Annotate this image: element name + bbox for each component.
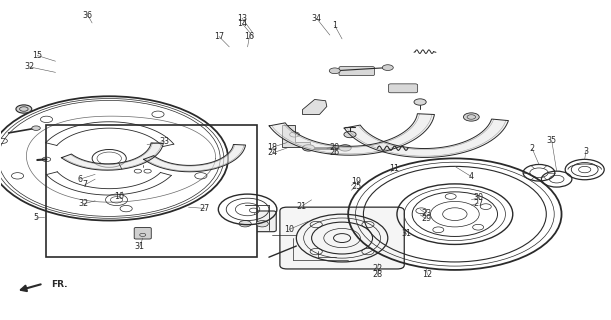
Text: 18: 18: [268, 143, 277, 152]
Text: 20: 20: [330, 143, 340, 152]
Text: 29: 29: [421, 214, 431, 223]
Circle shape: [463, 113, 479, 121]
FancyBboxPatch shape: [134, 228, 152, 239]
Text: 25: 25: [351, 182, 361, 191]
Text: 7: 7: [82, 180, 87, 189]
Polygon shape: [144, 144, 246, 172]
Polygon shape: [62, 143, 163, 170]
Text: 5: 5: [34, 213, 38, 222]
Circle shape: [32, 126, 40, 130]
Polygon shape: [269, 114, 434, 155]
Text: 10: 10: [284, 225, 294, 234]
Text: 4: 4: [469, 172, 474, 181]
Text: 34: 34: [312, 14, 321, 23]
Text: 10: 10: [115, 192, 125, 201]
Text: 24: 24: [268, 148, 277, 157]
Text: 32: 32: [25, 62, 35, 71]
Text: 28: 28: [372, 270, 382, 279]
Text: 27: 27: [474, 198, 484, 207]
Text: 21: 21: [297, 202, 307, 211]
Circle shape: [16, 105, 32, 113]
Text: 27: 27: [200, 204, 210, 213]
Text: 32: 32: [78, 199, 88, 208]
Circle shape: [239, 220, 251, 227]
Text: 14: 14: [237, 19, 247, 28]
FancyBboxPatch shape: [339, 67, 375, 76]
Text: 16: 16: [244, 32, 254, 41]
Text: 19: 19: [351, 177, 361, 186]
Text: 6: 6: [78, 175, 82, 184]
Polygon shape: [302, 100, 327, 115]
Polygon shape: [282, 125, 310, 147]
Text: 31: 31: [401, 229, 411, 238]
FancyBboxPatch shape: [280, 207, 404, 269]
Circle shape: [344, 131, 356, 138]
Text: 33: 33: [159, 137, 169, 146]
Circle shape: [329, 68, 340, 74]
Text: 36: 36: [83, 11, 93, 20]
Text: 30: 30: [474, 193, 484, 202]
Text: 2: 2: [530, 144, 535, 153]
Circle shape: [256, 220, 268, 227]
Text: 13: 13: [237, 14, 247, 23]
FancyBboxPatch shape: [389, 84, 418, 93]
Text: 23: 23: [421, 209, 431, 218]
Polygon shape: [344, 119, 508, 157]
Text: 15: 15: [32, 51, 42, 60]
Bar: [46, 125, 257, 257]
Circle shape: [382, 65, 393, 70]
Circle shape: [414, 99, 426, 105]
Text: 3: 3: [584, 147, 588, 156]
Text: 31: 31: [134, 242, 145, 251]
FancyBboxPatch shape: [231, 211, 276, 232]
Text: 11: 11: [389, 164, 399, 173]
Text: 22: 22: [372, 264, 382, 274]
Text: 26: 26: [330, 148, 340, 157]
Text: 1: 1: [332, 21, 337, 30]
Text: 17: 17: [214, 32, 224, 41]
Text: 35: 35: [547, 136, 557, 145]
Text: FR.: FR.: [51, 280, 67, 289]
Circle shape: [339, 145, 351, 151]
Text: 12: 12: [422, 270, 433, 279]
Circle shape: [302, 145, 315, 151]
